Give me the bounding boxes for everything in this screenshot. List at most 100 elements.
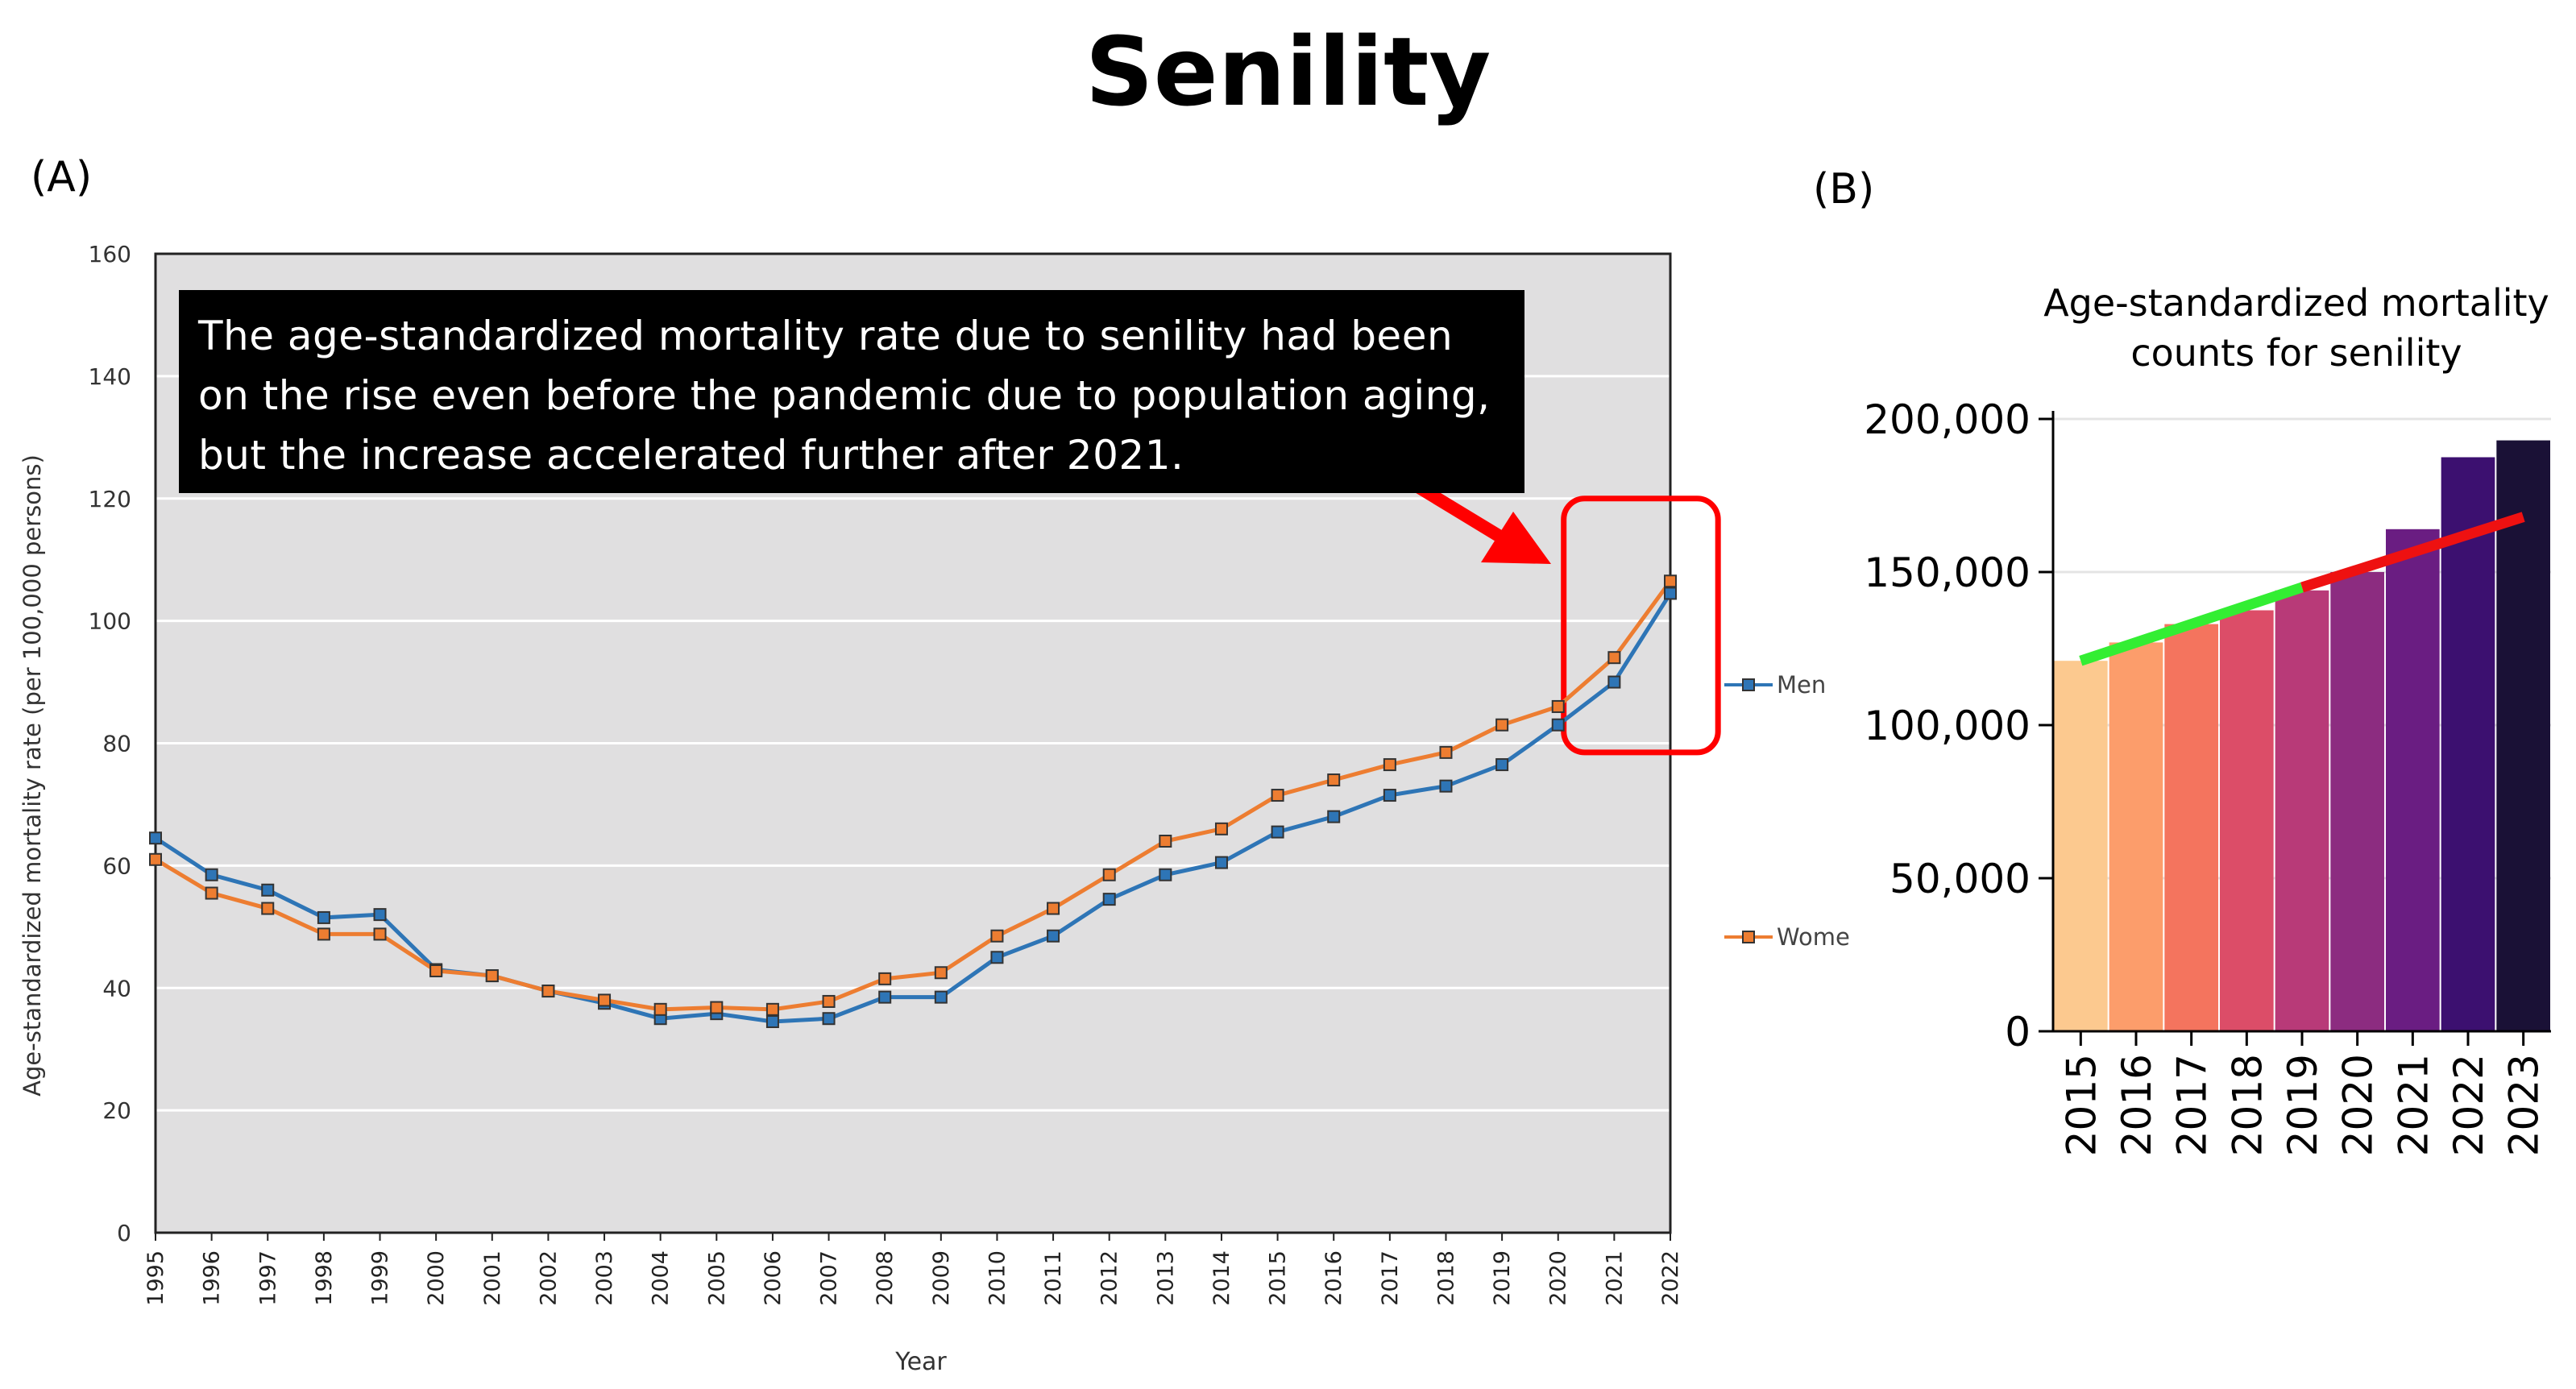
x-tick-label: 2007 (817, 1250, 842, 1306)
y-tick-label: 100 (89, 608, 131, 635)
x-tick-label: 2016 (1321, 1250, 1346, 1306)
legend-marker (1742, 678, 1755, 691)
data-point-men (990, 951, 1004, 964)
data-point-wome (205, 886, 218, 900)
trend-line-2 (2300, 512, 2525, 593)
data-point-wome (1607, 651, 1621, 665)
y-axis-title: Age-standardized mortality rate (per 100… (19, 454, 46, 1097)
x-tick-label: 2009 (929, 1250, 954, 1306)
data-point-men (878, 990, 892, 1004)
data-point-men (1551, 718, 1565, 732)
x-tick-label: 2004 (649, 1250, 674, 1306)
x-tick-label: 2014 (1209, 1250, 1234, 1306)
y-tick-label: 150,000 (1864, 549, 2031, 596)
data-point-men (765, 1015, 779, 1029)
x-tick-label: 2015 (1266, 1250, 1291, 1306)
y-tick-label: 140 (89, 363, 131, 390)
data-point-wome (317, 927, 330, 941)
y-tick-label: 160 (89, 241, 131, 267)
series-line-wome (154, 579, 1673, 1012)
page-title: Senility (1085, 16, 1491, 127)
x-tick-label: 1999 (368, 1250, 393, 1306)
series-line-men (154, 592, 1673, 1024)
bar-2017 (2164, 624, 2218, 1031)
data-point-men (149, 831, 162, 845)
data-point-men (1159, 868, 1172, 881)
x-tick-label: 2017 (1378, 1250, 1403, 1306)
x-tick-label: 1998 (312, 1250, 337, 1306)
annotation-box: The age-standardized mortality rate due … (179, 290, 1524, 493)
x-tick-label: 1996 (200, 1250, 225, 1306)
data-point-men (261, 883, 275, 897)
x-tick-label: 2016 (2113, 1054, 2160, 1156)
x-tick-label: 2018 (2224, 1054, 2271, 1156)
y-tick-label: 80 (102, 731, 131, 757)
data-point-wome (1551, 699, 1565, 713)
data-point-wome (1383, 758, 1396, 772)
x-tick-label: 2020 (1546, 1250, 1571, 1306)
annotation-arrow-head (1481, 512, 1551, 564)
panel-b-label: (B) (1813, 165, 1875, 214)
annotation-line-2: on the rise even before the pandemic due… (198, 372, 1491, 419)
legend-label: Men (1777, 671, 1826, 699)
data-point-wome (1439, 745, 1453, 759)
data-point-wome (1495, 718, 1509, 732)
data-point-men (1271, 825, 1284, 839)
trend-line-1 (2079, 582, 2304, 666)
data-point-men (934, 990, 948, 1004)
data-point-wome (878, 972, 892, 985)
data-point-wome (541, 985, 555, 998)
y-tick-label: 200,000 (1864, 396, 2031, 443)
data-point-wome (261, 902, 275, 915)
data-point-men (822, 1012, 836, 1026)
y-tick-label: 0 (2005, 1009, 2031, 1055)
data-point-wome (429, 964, 443, 977)
x-tick-label: 2011 (1041, 1250, 1066, 1306)
x-tick-label: 2005 (704, 1250, 729, 1306)
x-tick-label: 2022 (1658, 1250, 1683, 1306)
x-tick-label: 2001 (480, 1250, 505, 1306)
data-point-men (1047, 929, 1060, 943)
x-tick-label: 2013 (1153, 1250, 1178, 1306)
data-point-wome (373, 927, 387, 941)
x-tick-label: 2019 (1490, 1250, 1515, 1306)
data-point-wome (1102, 868, 1116, 881)
highlight-box (1561, 495, 1721, 756)
x-tick-label: 2010 (985, 1250, 1010, 1306)
data-point-men (1495, 758, 1509, 772)
chart-b-title: Age-standardized mortality counts for se… (1998, 278, 2576, 378)
data-point-wome (1214, 822, 1228, 835)
data-point-wome (485, 969, 499, 983)
x-tick-label: 2017 (2169, 1054, 2216, 1156)
x-tick-label: 2023 (2501, 1054, 2548, 1156)
plot-border (154, 252, 1672, 1234)
x-tick-label: 2022 (2445, 1054, 2492, 1156)
bar-2020 (2330, 572, 2384, 1031)
data-point-men (373, 908, 387, 922)
data-point-men (205, 868, 218, 881)
data-point-wome (1664, 574, 1677, 588)
y-tick-label: 60 (102, 852, 131, 879)
x-tick-label: 2021 (1602, 1250, 1627, 1306)
data-point-wome (653, 1002, 667, 1016)
data-point-men (1664, 587, 1677, 600)
data-point-men (1383, 789, 1396, 802)
bar-2018 (2220, 610, 2274, 1031)
x-tick-label: 2019 (2279, 1054, 2326, 1156)
bar-2022 (2441, 457, 2495, 1031)
chart-b-title-line-1: Age-standardized mortality (2043, 281, 2549, 325)
x-tick-label: 2008 (873, 1250, 898, 1306)
y-tick-label: 40 (102, 975, 131, 1001)
bar-2021 (2386, 529, 2440, 1031)
data-point-men (1439, 779, 1453, 793)
x-tick-label: 2018 (1433, 1250, 1458, 1306)
legend-label: Wome (1777, 923, 1850, 951)
x-tick-label: 2015 (2058, 1054, 2105, 1156)
x-tick-label: 2012 (1097, 1250, 1122, 1306)
data-point-wome (765, 1002, 779, 1016)
y-tick-label: 0 (117, 1220, 131, 1246)
chart-b-title-line-2: counts for senility (2130, 331, 2462, 375)
x-tick-label: 2002 (536, 1250, 561, 1306)
bar-2015 (2054, 661, 2108, 1031)
x-tick-label: 2020 (2335, 1054, 2382, 1156)
